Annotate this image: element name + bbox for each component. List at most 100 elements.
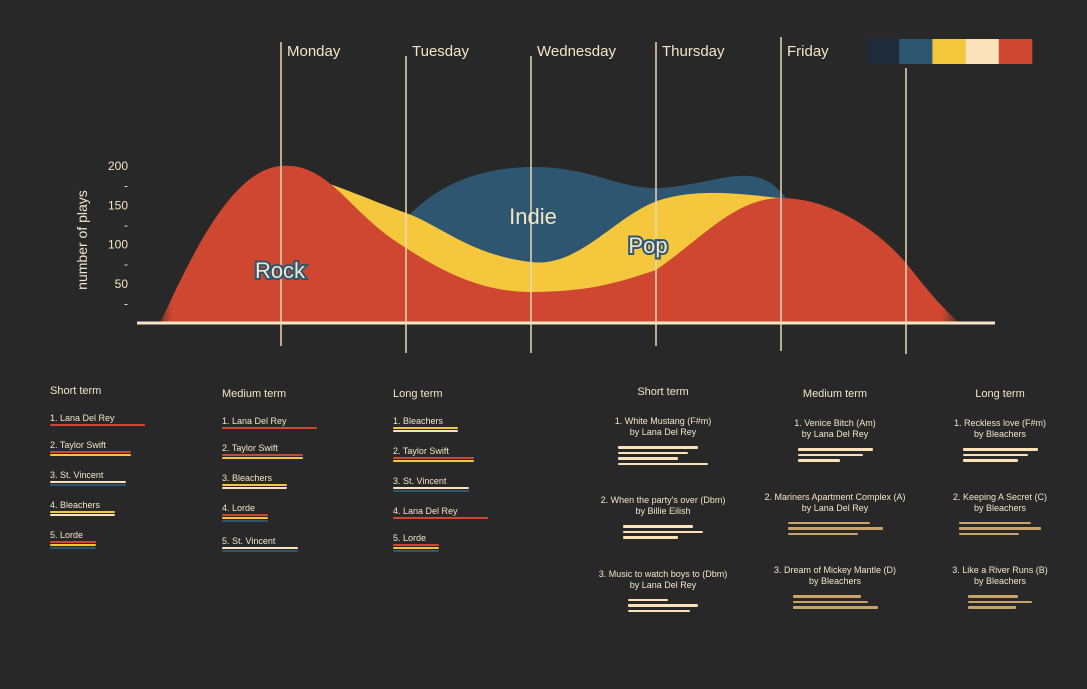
- artist-item: 1. Lana Del Rey: [222, 416, 317, 429]
- song-artist: by Lana Del Rey: [629, 427, 697, 437]
- song-item: 3. Music to watch boys to (Dbm) by Lana D…: [588, 569, 738, 619]
- legend-swatch-3: [932, 39, 966, 64]
- song-bar: [618, 451, 688, 454]
- artist-name: 5. Lorde: [393, 533, 427, 543]
- song-item: 3. Like a River Runs (B) by Bleachers: [925, 565, 1075, 615]
- artist-color-line: [50, 451, 131, 453]
- y-minor-tick: -: [124, 257, 128, 271]
- legend-swatch-1: [866, 39, 900, 64]
- artist-color-line: [222, 427, 317, 429]
- artist-color-line: [50, 514, 115, 516]
- song-bars: [618, 446, 708, 468]
- artist-item: 4. Bleachers: [50, 500, 145, 516]
- artist-color-line: [50, 511, 115, 513]
- artist-item: 3. St. Vincent: [50, 470, 145, 486]
- artist-item: 1. Bleachers: [393, 416, 488, 432]
- y-tick-label: 150: [108, 198, 128, 212]
- song-title: 2. Keeping A Secret (C): [952, 491, 1048, 502]
- song-artist: by Bleachers: [973, 576, 1027, 586]
- day-label-tuesday: Tuesday: [412, 43, 469, 60]
- artist-name: 3. Bleachers: [222, 473, 273, 483]
- song-artist: by Lana Del Rey: [629, 579, 697, 590]
- song-item: 2. Keeping A Secret (C) by Bleachers: [925, 492, 1075, 542]
- song-title: 3. Dream of Mickey Mantle (D): [773, 565, 897, 575]
- artist-item: 3. St. Vincent: [393, 476, 488, 492]
- song-bar: [792, 600, 868, 603]
- rock-area: [160, 165, 960, 323]
- y-axis: 200 - 150 - 100 - 50 - number of plays: [74, 159, 128, 310]
- song-bars: [792, 595, 878, 612]
- artist-item: 5. Lorde: [50, 530, 145, 549]
- artist-color-line: [50, 541, 96, 543]
- y-tick-label: 50: [115, 277, 129, 291]
- genre-label-indie: Indie: [509, 204, 557, 229]
- song-artist: by Bleachers: [973, 502, 1027, 513]
- artist-color-line: [222, 517, 268, 519]
- day-lines: Monday Tuesday Wednesday Thursday Friday: [280, 37, 907, 354]
- song-artist: by Bleachers: [973, 429, 1027, 439]
- song-bar: [962, 448, 1038, 451]
- artist-color-line: [222, 520, 268, 522]
- song-bar: [787, 521, 870, 524]
- genre-label-pop: Pop: [628, 233, 667, 258]
- artist-color-line: [393, 430, 458, 432]
- songs-column-3: Long term 1. Reckless love (F#m) by Bleach…: [925, 388, 1075, 639]
- genre-labels: Rock Indie Pop: [253, 204, 670, 285]
- song-bar: [787, 532, 858, 535]
- legend-swatch-2: [899, 39, 933, 64]
- y-minor-tick: -: [124, 296, 128, 310]
- song-item: 1. Venice Bitch (Am) by Lana Del Rey: [760, 418, 910, 468]
- song-bars: [628, 598, 698, 616]
- artist-color-line: [393, 427, 458, 429]
- song-title: 2. When the party's over (Dbm): [600, 495, 726, 505]
- artists-column-title: Long term: [393, 388, 443, 400]
- artist-item: 2. Taylor Swift: [50, 440, 145, 456]
- artist-color-line: [222, 454, 303, 456]
- legend-swatch-5: [998, 39, 1033, 64]
- artist-color-line: [222, 550, 298, 552]
- artist-name: 1. Lana Del Rey: [222, 416, 287, 426]
- artist-color-line: [393, 547, 439, 549]
- song-item: 1. Reckless love (F#m) by Bleachers: [925, 418, 1075, 468]
- day-label-friday: Friday: [787, 43, 829, 60]
- songs-column-title: Long term: [975, 388, 1025, 400]
- song-title: 1. Venice Bitch (Am): [794, 418, 876, 428]
- song-bars: [797, 448, 873, 465]
- artist-color-line: [50, 547, 96, 549]
- song-bar: [787, 527, 883, 530]
- song-bar: [959, 532, 1019, 535]
- artist-name: 5. Lorde: [50, 530, 84, 540]
- song-bar: [628, 598, 668, 601]
- artist-color-line: [50, 454, 131, 456]
- artist-name: 4. Lana Del Rey: [393, 506, 458, 516]
- artists-column-3: Long term 1. Bleachers 2. Taylor Swift 3. S…: [393, 388, 488, 566]
- song-bar: [962, 459, 1018, 462]
- artist-color-line: [393, 544, 439, 546]
- song-title: 3. Like a River Runs (B): [952, 565, 1048, 575]
- artist-name: 2. Taylor Swift: [393, 446, 449, 456]
- song-title: 1. Reckless love (F#m): [953, 418, 1047, 428]
- song-bar: [618, 457, 678, 460]
- y-axis-title: number of plays: [74, 190, 90, 290]
- y-minor-tick: -: [124, 179, 128, 193]
- song-bar: [968, 595, 1018, 598]
- y-minor-tick: -: [124, 218, 128, 232]
- artist-color-line: [393, 487, 469, 489]
- artist-name: 2. Taylor Swift: [222, 443, 278, 453]
- song-artist: by Billie Eilish: [635, 506, 691, 516]
- song-bars: [962, 448, 1038, 465]
- artist-item: 1. Lana Del Rey: [50, 413, 145, 426]
- artist-name: 3. St. Vincent: [50, 470, 104, 480]
- song-bar: [628, 604, 698, 607]
- song-bar: [959, 527, 1041, 530]
- song-item: 2. Mariners Apartment Complex (A) by Lana…: [760, 492, 910, 542]
- song-title: 1. White Mustang (F#m): [614, 416, 712, 426]
- song-bar: [618, 446, 698, 449]
- genre-label-rock: Rock: [255, 258, 306, 283]
- song-bars: [968, 595, 1032, 612]
- y-tick-label: 200: [108, 159, 128, 173]
- song-artist: by Lana Del Rey: [801, 502, 869, 513]
- artist-color-line: [393, 457, 474, 459]
- song-artist: by Bleachers: [808, 576, 862, 586]
